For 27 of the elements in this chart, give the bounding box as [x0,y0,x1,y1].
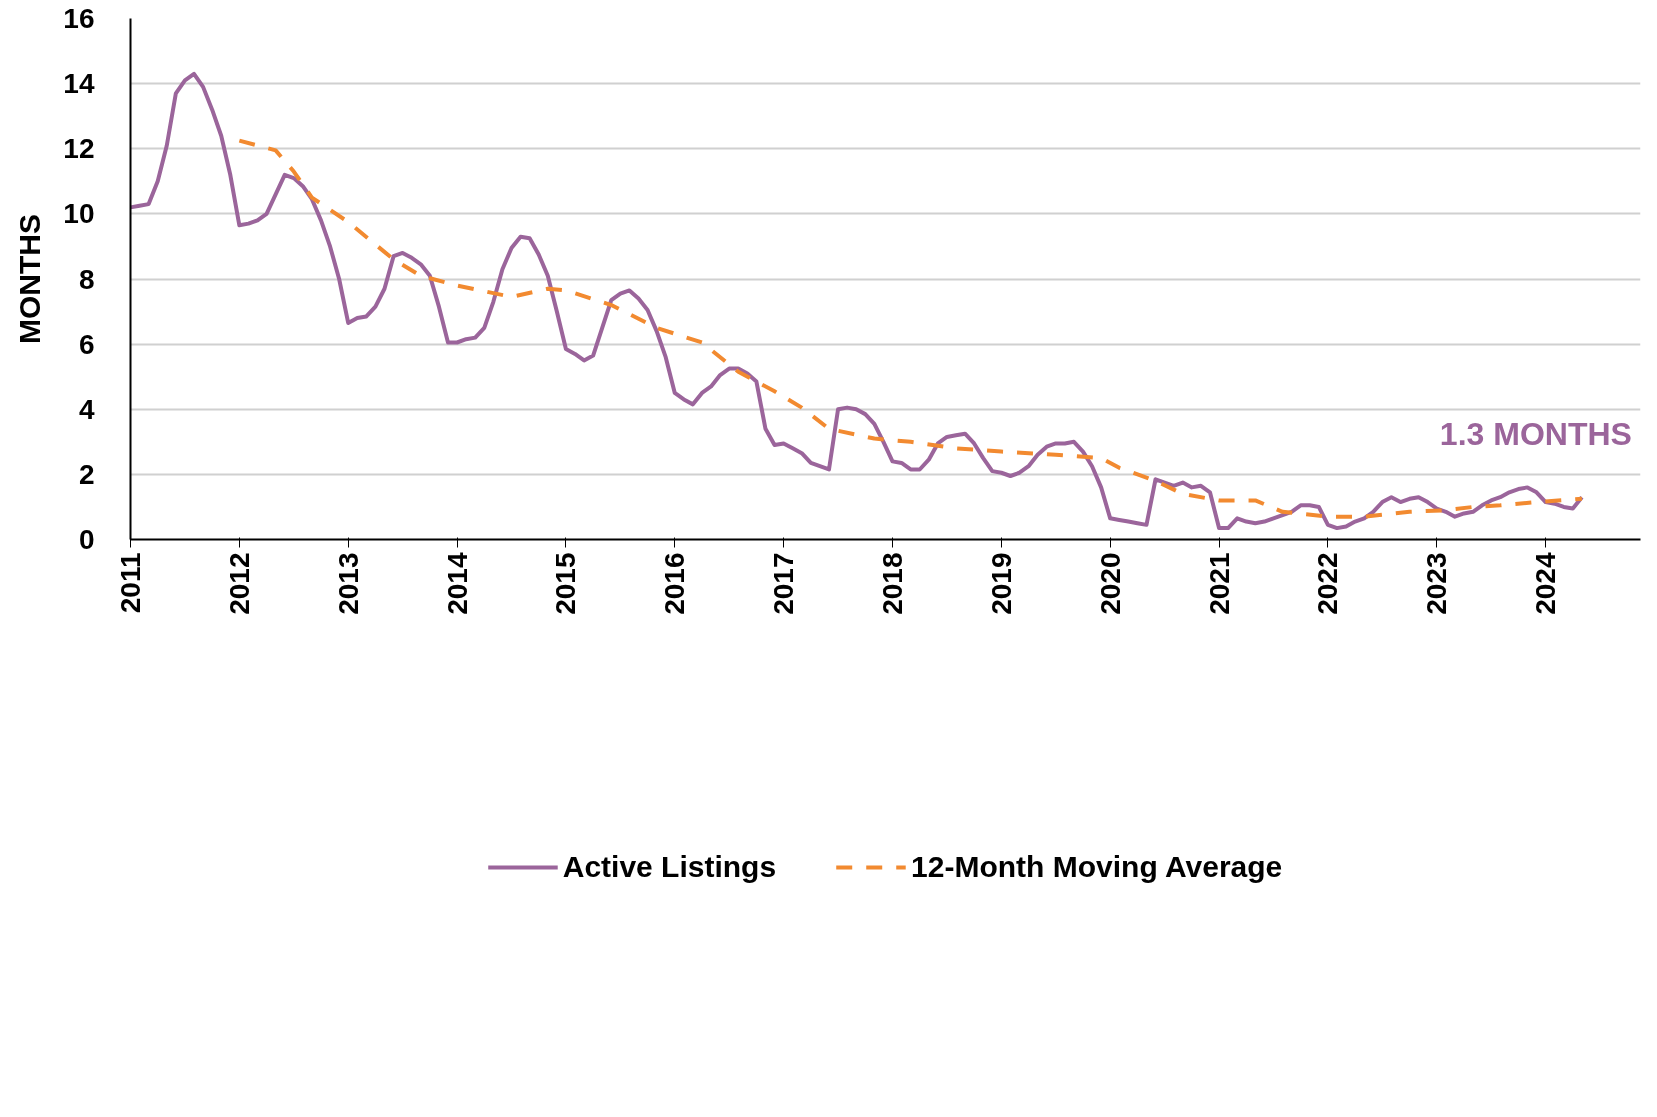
x-tick-label: 2019 [985,552,1017,615]
legend-label: 12-Month Moving Average [911,850,1283,884]
x-tick-label: 2016 [659,552,691,615]
x-tick-label: 2014 [441,552,473,615]
annotation: 1.3 MONTHS [1439,416,1632,453]
y-tick-label: 6 [78,328,95,360]
y-axis-title: MONTHS [13,214,47,344]
y-tick-label: 4 [78,393,95,425]
y-tick-label: 16 [63,3,95,34]
x-tick-label: 2013 [332,552,364,615]
y-tick-label: 2 [78,458,95,490]
x-tick-label: 2015 [550,552,582,615]
y-tick-label: 8 [78,263,95,295]
x-tick-label: 2017 [768,552,800,615]
y-tick-label: 0 [78,524,95,555]
x-tick-label: 2023 [1421,552,1453,615]
x-tick-label: 2020 [1094,552,1126,615]
legend-label: Active Listings [562,850,777,884]
x-tick-label: 2021 [1203,552,1235,615]
y-tick-label: 12 [63,133,95,165]
y-tick-label: 10 [63,198,95,230]
x-tick-label: 2022 [1312,552,1344,615]
x-tick-label: 2011 [115,552,146,614]
x-tick-label: 2024 [1530,552,1562,615]
x-tick-label: 2018 [876,552,908,615]
x-tick-label: 2012 [223,552,255,615]
y-tick-label: 14 [63,68,95,100]
